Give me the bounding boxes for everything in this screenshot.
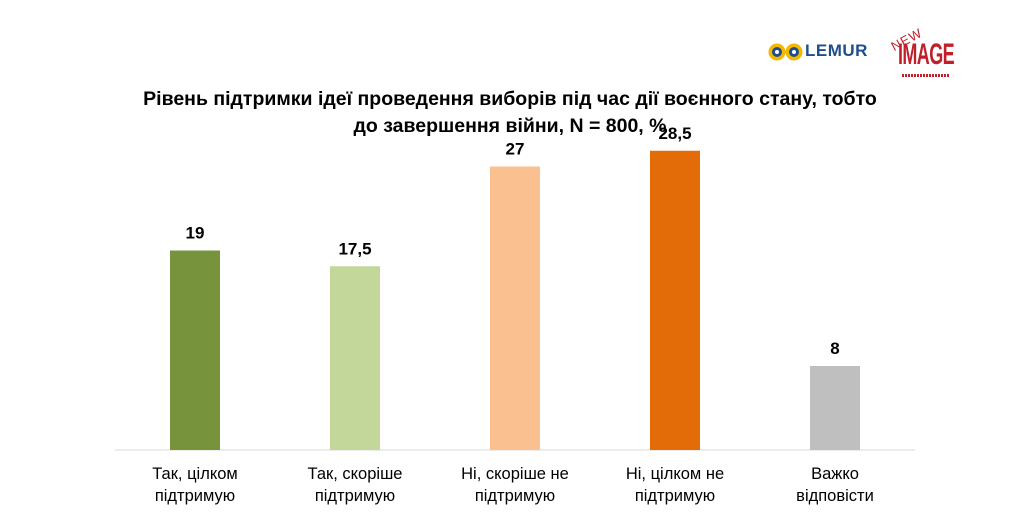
category-label-1-line-1: Так, цілком xyxy=(152,465,238,483)
category-label-4-line-2: підтримую xyxy=(635,487,715,505)
value-label-1: 19 xyxy=(186,224,205,243)
value-label-3: 27 xyxy=(506,140,525,159)
category-label-4-line-1: Ні, цілком не xyxy=(626,465,724,483)
value-label-5: 8 xyxy=(830,339,839,358)
category-label-2-line-1: Так, скоріше xyxy=(308,465,403,483)
category-label-5-line-2: відповісти xyxy=(796,487,874,505)
bars xyxy=(170,150,860,450)
new-image-logo-image: IMAGE xyxy=(898,38,955,71)
bar-1 xyxy=(170,250,220,450)
bar-4 xyxy=(650,150,700,450)
lemur-logo-text: LEMUR xyxy=(805,41,868,60)
bar-2 xyxy=(330,266,380,450)
category-label-5-line-1: Важко xyxy=(811,465,859,483)
category-label-3-line-2: підтримую xyxy=(475,487,555,505)
value-label-2: 17,5 xyxy=(338,239,371,258)
category-labels: Так, цілком підтримую Так, скоріше підтриму… xyxy=(152,465,874,505)
logos: LEMUR NEW IMAGE xyxy=(768,25,958,85)
new-image-logo: NEW IMAGE xyxy=(886,25,956,85)
value-label-4: 28,5 xyxy=(658,124,691,143)
bar-5 xyxy=(810,366,860,450)
chart-title-line-1: Рівень підтримки ідеї проведення виборів… xyxy=(143,88,877,110)
value-labels: 19 17,5 27 28,5 8 xyxy=(186,124,840,358)
category-label-2-line-2: підтримую xyxy=(315,487,395,505)
bar-3 xyxy=(490,166,540,450)
category-label-3-line-1: Ні, скоріше не xyxy=(461,465,569,483)
category-label-1-line-2: підтримую xyxy=(155,487,235,505)
lemur-logo-icon xyxy=(768,43,803,61)
new-image-logo-tagline xyxy=(902,74,950,77)
chart-title-line-2: до завершення війни, N = 800, % xyxy=(353,115,667,137)
chart-title: Рівень підтримки ідеї проведення виборів… xyxy=(60,86,960,140)
